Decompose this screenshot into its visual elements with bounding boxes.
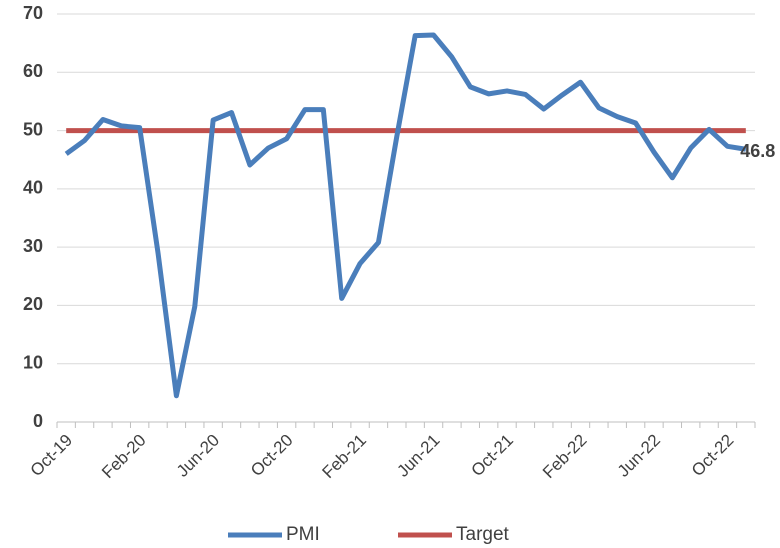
x-tick-label: Jun-21 xyxy=(393,431,443,481)
x-tick-label: Oct-19 xyxy=(27,431,77,481)
y-tick-label: 70 xyxy=(23,3,43,23)
y-tick-label: 30 xyxy=(23,236,43,256)
legend-label: PMI xyxy=(286,524,320,545)
x-tick-label: Feb-21 xyxy=(319,431,371,483)
series-line xyxy=(64,32,747,399)
y-tick-label: 50 xyxy=(23,119,43,139)
x-tick-label: Jun-22 xyxy=(614,431,664,481)
y-tick-label: 10 xyxy=(23,352,43,372)
x-tick-label: Oct-21 xyxy=(468,431,518,481)
data-label: 46.8 xyxy=(740,141,775,161)
x-tick-label: Feb-22 xyxy=(539,431,591,483)
y-tick-label: 60 xyxy=(23,61,43,81)
y-tick-label: 20 xyxy=(23,294,43,314)
legend-label: Target xyxy=(456,524,510,545)
y-tick-label: 40 xyxy=(23,178,43,198)
y-tick-label: 0 xyxy=(33,411,43,431)
x-tick-label: Oct-22 xyxy=(688,431,738,481)
x-tick-label: Oct-20 xyxy=(247,431,297,481)
x-tick-label: Feb-20 xyxy=(98,431,150,483)
x-tick-label: Jun-20 xyxy=(173,431,223,481)
